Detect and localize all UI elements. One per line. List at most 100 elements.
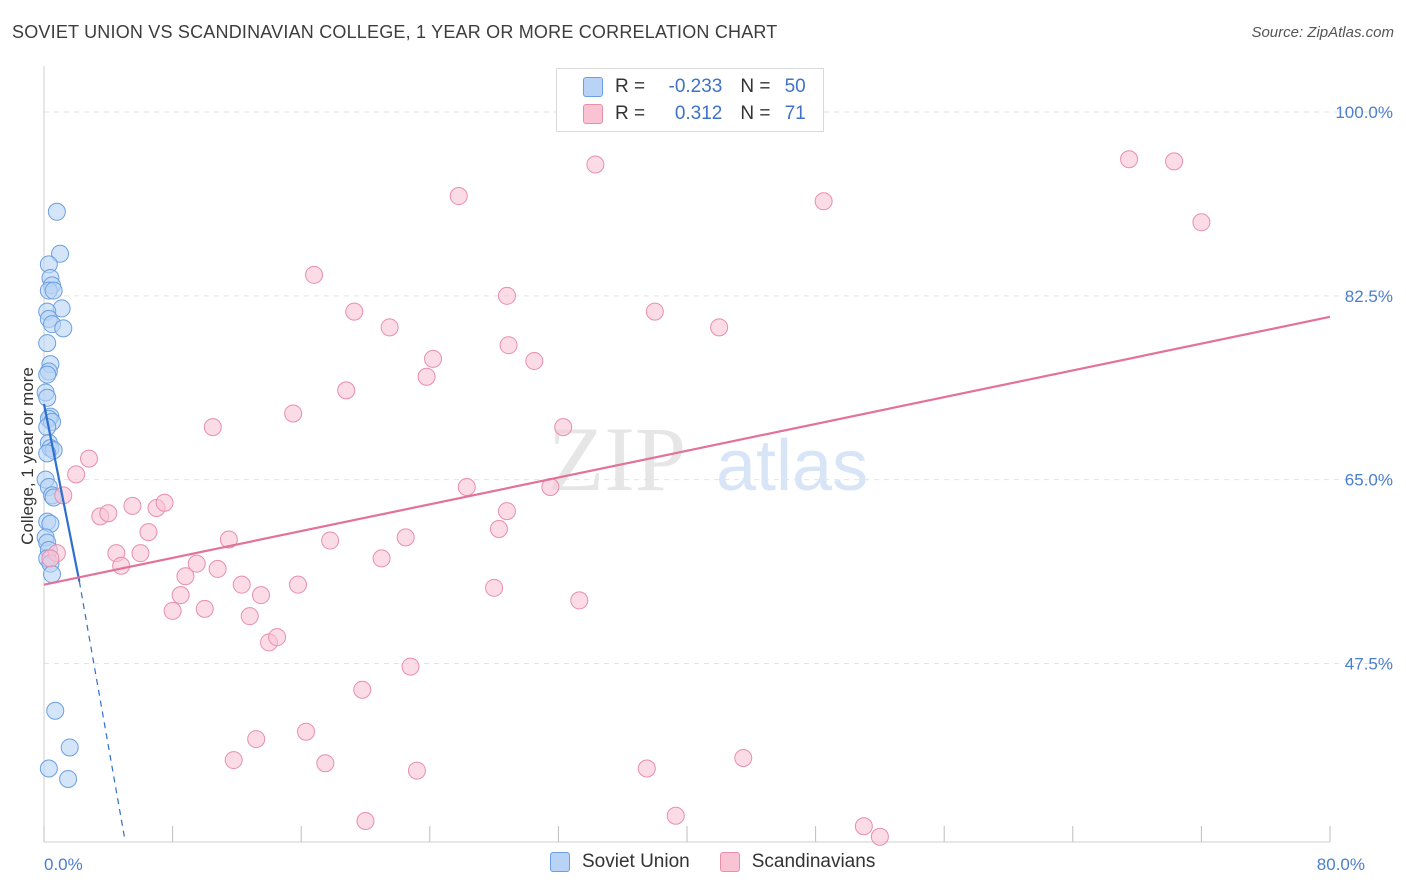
scandinavians-swatch [583,104,603,124]
scandinavians-point [288,575,307,594]
scandinavians-point [284,404,303,423]
soviet-union-point [39,759,58,778]
scandinavians-point [112,556,131,575]
scandinavians-point [525,351,544,370]
scandinavians-swatch [719,852,740,872]
scandinavians-points [41,150,1211,846]
scandinavians-point [407,761,426,780]
legend-n-label: N = [740,103,776,124]
source-label: Source: ZipAtlas.com [1251,24,1394,41]
scandinavians-point [497,286,516,305]
scandinavians-point [814,192,833,211]
x-tick-label: 80.0% [1317,855,1365,874]
scandinavians-point [497,502,516,521]
scandinavians-point [305,265,324,284]
legend-item-scandinavians: Scandinavians [719,851,876,873]
scandinavians-point [123,496,142,515]
series-legend: Soviet Union Scandinavians [550,851,905,873]
soviet-union-point [47,202,66,221]
scandinavians-point [637,759,656,778]
scandinavians-point [457,477,476,496]
x-tick-label: 0.0% [44,855,83,874]
soviet-union-point [59,769,78,788]
legend-n-value: 71 [784,103,806,124]
scandinavians-point [424,349,443,368]
correlation-legend: R = -0.233 N = 50 R = 0.312 N = 71 [556,68,824,132]
scandinavians-point [870,827,889,846]
scandinavians-point [208,559,227,578]
soviet-union-point [51,244,70,263]
scandinavians-point [80,449,99,468]
legend-n-value: 50 [784,76,806,97]
y-tick-label: 100.0% [1335,103,1393,122]
scandinavians-point [1192,213,1211,232]
scandinavians-point [645,302,664,321]
chart-title: SOVIET UNION VS SCANDINAVIAN COLLEGE, 1 … [12,22,778,42]
scandinavians-point [321,531,340,550]
scandinavians-point [380,318,399,337]
scandinavians-point [139,523,158,542]
scandinavians-point [155,493,174,512]
legend-r-value: -0.233 [668,76,723,97]
scandinavians-point [297,722,316,741]
scandinavians-point [171,586,190,605]
legend-label-soviet-union: Soviet Union [582,851,690,872]
soviet-union-point [46,701,65,720]
scandinavians-point [396,528,415,547]
scandinavians-point [499,336,518,355]
soviet-union-point [38,444,57,463]
y-axis-label: College, 1 year or more [18,367,37,545]
scandinavians-point [187,554,206,573]
scandinavians-point [268,628,287,647]
soviet-union-point [60,738,79,757]
scandinavians-point [734,748,753,767]
legend-row-scandinavians: R = 0.312 N = 71 [583,102,806,126]
legend-r-label: R = [615,76,651,97]
trend-lines [42,315,1331,837]
scandinavians-point [417,367,436,386]
soviet-union-swatch [550,852,570,872]
scandinavians-point [163,601,182,620]
soviet-union-point [38,388,57,407]
soviet-swatch [583,77,603,97]
y-tick-labels: 100.0% 82.5% 65.0% 47.5% [1335,103,1393,673]
soviet-union-trend-extension [78,581,125,837]
scandinavians-point [247,730,266,749]
scandinavians-point [449,187,468,206]
scandinavians-point [337,381,356,400]
scandinavians-point [99,504,118,523]
scandinavians-point [1120,150,1139,169]
scandinavians-point [372,549,391,568]
y-tick-label: 65.0% [1345,471,1393,490]
scandinavians-trend-line [43,315,1331,586]
soviet-union-point [54,319,73,338]
soviet-union-point [43,565,62,584]
scandinavians-point [485,578,504,597]
legend-label-scandinavians: Scandinavians [751,851,876,872]
scandinavians-point [203,418,222,437]
scandinavians-point [232,575,251,594]
x-tick-labels: 0.0% 80.0% [44,855,1365,874]
scandinavians-point [554,418,573,437]
y-tick-label: 47.5% [1345,654,1393,673]
scandinavians-point [67,465,86,484]
scandinavians-point [240,607,259,626]
y-tick-label: 82.5% [1345,287,1393,306]
scandinavians-point [252,586,271,605]
scandinavians-point [586,155,605,174]
scandinavians-point [666,806,685,825]
scandinavians-point [195,599,214,618]
soviet-union-trend-line [42,403,81,582]
scandinavians-point [489,519,508,538]
scandinavians-point [176,567,195,586]
legend-r-value: 0.312 [674,103,723,124]
scandinavians-point [224,751,243,770]
scandinavians-point [1165,152,1184,171]
legend-r-label: R = [615,103,651,124]
scandinavians-point [345,302,364,321]
watermark-atlas: atlas [716,426,868,506]
scandinavians-point [854,817,873,836]
soviet-union-point [44,281,63,300]
legend-n-label: N = [740,76,776,97]
